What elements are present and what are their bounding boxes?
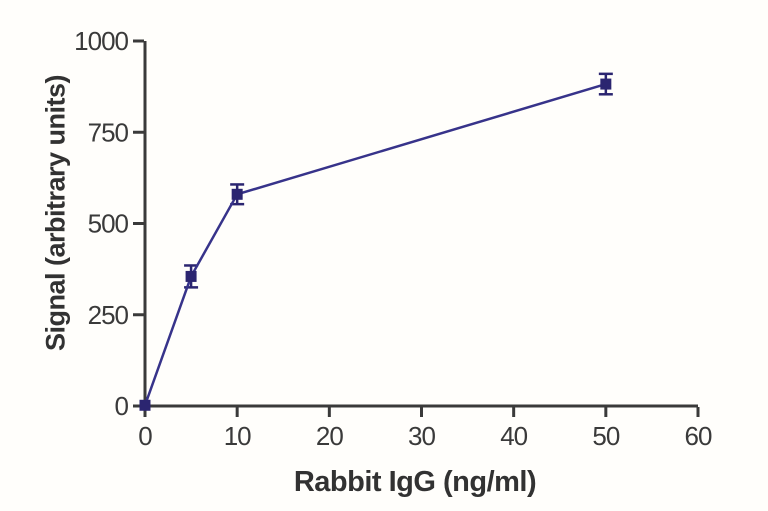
x-tick-label: 30 (408, 421, 435, 451)
y-axis-title: Signal (arbitrary units) (40, 75, 70, 351)
data-point-marker (185, 270, 197, 282)
y-tick-label: 500 (88, 209, 129, 239)
x-tick-label: 50 (592, 421, 619, 451)
data-point-marker (600, 78, 612, 90)
x-tick-label: 0 (138, 421, 152, 451)
axis-spine (143, 41, 698, 408)
x-tick-label: 40 (500, 421, 527, 451)
data-point-marker (231, 188, 243, 200)
x-tick-label: 60 (685, 421, 712, 451)
y-tick-label: 750 (88, 117, 129, 147)
data-point-marker (139, 399, 151, 411)
series-line (143, 82, 607, 406)
x-axis-title: Rabbit IgG (ng/ml) (294, 466, 536, 498)
y-tick-label: 1000 (74, 26, 128, 56)
y-tick-label: 250 (88, 300, 129, 330)
plot-layer: 0 250 500 750 1000 0 10 20 30 40 50 60 (74, 26, 713, 451)
y-tick-label: 0 (115, 391, 129, 421)
x-tick-label: 20 (316, 421, 343, 451)
x-tick-label: 10 (224, 421, 251, 451)
